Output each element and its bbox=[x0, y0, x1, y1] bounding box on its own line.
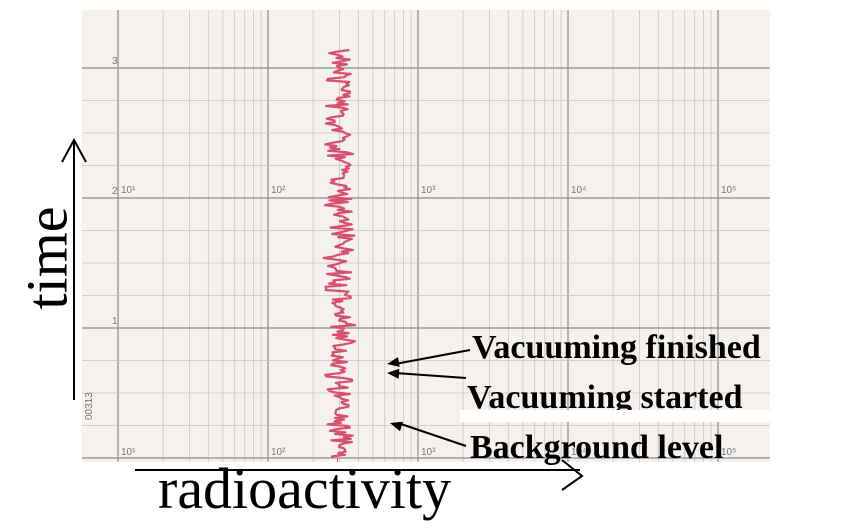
annotation-label: Vacuuming started bbox=[467, 379, 743, 416]
x-tick-label: 10² bbox=[271, 447, 286, 458]
arrowhead-icon bbox=[390, 421, 403, 432]
annotation-label: Vacuuming finished bbox=[472, 329, 761, 366]
x-tick-label: 10³ bbox=[421, 185, 436, 196]
arrow-right-icon bbox=[561, 459, 584, 491]
annotation-arrow bbox=[394, 349, 471, 365]
y-tick-label: 1 bbox=[112, 316, 118, 327]
axis-arrows bbox=[61, 137, 584, 491]
slide-title-fragment bbox=[112, 0, 127, 26]
x-tick-label: 10¹ bbox=[121, 185, 136, 196]
paper-code-label: 00313 bbox=[84, 392, 95, 420]
trace-line bbox=[322, 48, 357, 459]
x-tick-label: 10⁵ bbox=[721, 447, 736, 458]
y-axis-label: time bbox=[14, 206, 80, 310]
x-tick-label: 10⁴ bbox=[571, 447, 586, 458]
x-tick-label: 10² bbox=[271, 185, 286, 196]
arrowhead-icon bbox=[387, 357, 400, 367]
x-tick-label: 10⁴ bbox=[571, 185, 586, 196]
x-axis-label: radioactivity bbox=[158, 456, 452, 521]
annotation-clip bbox=[460, 410, 841, 422]
radioactivity-trace bbox=[322, 48, 357, 462]
grid-lines bbox=[82, 10, 770, 462]
annotation-arrow bbox=[397, 422, 467, 447]
arrow-up-icon bbox=[61, 137, 87, 163]
paper-background bbox=[82, 10, 770, 462]
x-tick-label: 10⁵ bbox=[721, 185, 736, 196]
paper-tick-labels: 1 2 3 10¹ 10¹ 10² 10² 10³ 10³ 10⁴ 10⁴ 10⁵ 10⁵ 00313 bbox=[84, 56, 736, 458]
annotation-arrow bbox=[394, 372, 467, 379]
x-tick-label: 10³ bbox=[421, 447, 436, 458]
annotations: Vacuuming finished Vacuuming started Backg… bbox=[387, 329, 841, 466]
annotation-label: Background level bbox=[470, 429, 723, 466]
chart-paper bbox=[82, 10, 770, 462]
y-tick-label: 3 bbox=[112, 56, 118, 67]
arrowhead-icon bbox=[387, 368, 400, 379]
y-tick-label: 2 bbox=[112, 186, 118, 197]
x-tick-label: 10¹ bbox=[121, 447, 136, 458]
